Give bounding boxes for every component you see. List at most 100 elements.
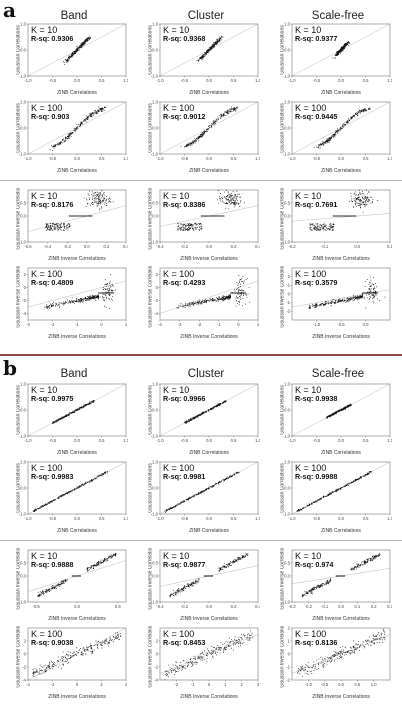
data-point — [229, 199, 231, 201]
scatter-plot-a-0-0-0: -1.0 -0.5 0.0 0.5 1.0-1.00.01.0K = 10R-sq: 0… — [16, 22, 128, 96]
data-point — [334, 136, 336, 138]
data-point — [184, 305, 186, 307]
data-point — [235, 202, 237, 204]
data-point — [230, 296, 231, 298]
data-point — [329, 302, 331, 304]
data-point — [79, 48, 80, 50]
data-point — [347, 120, 349, 122]
data-point — [313, 304, 315, 306]
data-point — [69, 224, 71, 226]
data-point — [323, 304, 324, 306]
data-point — [47, 229, 49, 231]
data-point — [352, 297, 354, 299]
data-point — [104, 300, 106, 302]
data-point — [229, 109, 231, 111]
k-label: K = 10 — [31, 385, 57, 395]
y-tick-label: 0 — [288, 291, 291, 296]
data-point — [53, 302, 55, 304]
data-point — [101, 195, 103, 197]
data-point — [75, 50, 77, 52]
data-point — [197, 140, 199, 142]
data-point — [193, 304, 195, 306]
data-point — [50, 225, 51, 227]
data-point — [184, 227, 186, 229]
data-point — [333, 413, 334, 414]
panel-letter: b — [3, 356, 17, 380]
data-point — [185, 224, 187, 226]
data-point — [58, 498, 60, 499]
data-point — [87, 202, 89, 204]
data-point — [216, 42, 218, 44]
data-point — [77, 301, 79, 303]
x-tick-label: 0.2 — [103, 244, 109, 249]
data-point — [193, 303, 195, 305]
data-point — [53, 500, 55, 502]
data-point — [224, 202, 226, 204]
data-point — [82, 42, 84, 44]
data-point — [83, 43, 84, 45]
data-point — [77, 126, 79, 128]
data-point — [357, 195, 359, 197]
data-point — [70, 135, 72, 137]
data-point — [227, 109, 229, 111]
data-point — [93, 201, 95, 203]
data-point — [193, 229, 195, 231]
data-point — [363, 199, 365, 200]
data-point — [186, 303, 188, 305]
data-point — [97, 297, 99, 299]
data-point — [73, 412, 75, 414]
data-point — [332, 412, 334, 414]
data-point — [316, 224, 318, 226]
x-tick-label: 1.0 — [123, 438, 128, 443]
data-point — [195, 228, 197, 230]
data-point — [225, 203, 227, 205]
data-point — [81, 298, 83, 300]
data-point — [200, 226, 202, 228]
data-point — [105, 199, 107, 201]
data-point — [325, 229, 327, 231]
data-point — [65, 226, 67, 227]
data-point — [320, 227, 322, 229]
data-point — [237, 291, 239, 293]
data-point — [59, 225, 61, 227]
data-point — [227, 295, 229, 297]
y-tick-label: 0.5 — [20, 200, 26, 205]
data-point — [337, 52, 339, 54]
data-point — [197, 300, 199, 302]
data-point — [55, 144, 56, 146]
data-point — [313, 147, 315, 149]
data-point — [51, 144, 52, 146]
data-point — [321, 226, 323, 228]
data-point — [69, 55, 71, 57]
data-point — [185, 228, 187, 230]
y-axis-label: Gaussian Correlations — [280, 103, 286, 153]
data-point — [357, 114, 359, 116]
data-point — [198, 301, 200, 303]
data-point — [339, 410, 341, 412]
data-point — [219, 297, 220, 299]
data-point — [71, 300, 73, 301]
data-point — [365, 280, 367, 282]
y-tick-label: 0 — [156, 285, 159, 290]
data-point — [101, 190, 103, 192]
data-point — [316, 303, 317, 305]
data-point — [347, 43, 349, 44]
data-point — [92, 479, 94, 481]
data-point — [201, 224, 203, 226]
data-point — [360, 110, 362, 112]
data-point — [98, 475, 100, 477]
data-point — [55, 146, 57, 148]
data-point — [327, 229, 329, 231]
data-point — [230, 110, 232, 112]
data-point — [76, 45, 78, 47]
data-point — [59, 141, 61, 143]
data-point — [95, 110, 96, 112]
data-point — [65, 139, 67, 141]
x-tick-label: 0.0 — [206, 78, 212, 83]
data-point — [99, 192, 101, 194]
x-axis-label: ZINB Correlations — [189, 90, 229, 96]
rsq-label: R-sq: 0.9368 — [163, 34, 205, 43]
data-point — [66, 59, 68, 61]
data-point — [102, 293, 104, 295]
data-point — [314, 224, 316, 226]
